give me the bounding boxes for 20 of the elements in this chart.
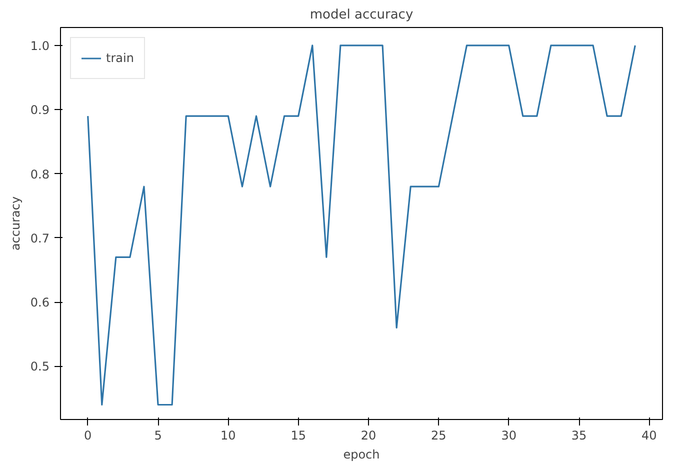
x-axis-title: epoch [343,448,380,462]
y-tick-label: 0.9 [30,103,50,118]
x-tick-label: 5 [154,428,162,442]
y-tick-label: 0.8 [30,167,50,182]
x-tick-label: 30 [501,428,516,442]
x-tick-label: 10 [220,428,236,442]
y-tick-label: 0.6 [30,296,50,310]
x-tick-label: 35 [571,428,587,442]
x-tick-label: 20 [360,428,376,442]
x-tick-label: 25 [431,428,446,442]
y-tick-label: 0.5 [30,360,50,374]
line-series [87,44,636,406]
x-tick-label: 15 [290,428,306,442]
legend-label: train [106,51,134,65]
y-axis-title: accuracy [8,196,22,251]
x-tick-label: 40 [642,428,657,442]
chart-title: model accuracy [310,8,414,22]
y-tick-label: 0.7 [30,231,50,246]
x-tick-label: 0 [84,428,92,442]
y-tick-label: 1.0 [30,38,50,53]
